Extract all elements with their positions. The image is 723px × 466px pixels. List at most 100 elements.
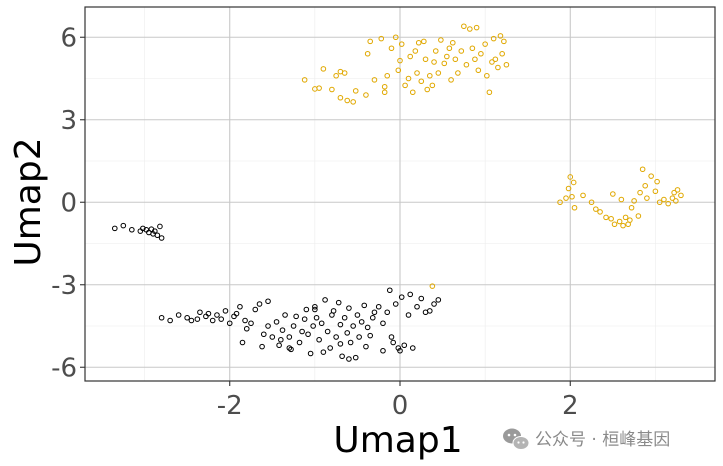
- data-point: [380, 347, 386, 354]
- data-point: [618, 196, 625, 203]
- data-point: [378, 35, 385, 42]
- data-point: [337, 341, 344, 347]
- data-point: [652, 188, 659, 195]
- data-point: [441, 60, 448, 67]
- data-point: [432, 48, 439, 54]
- data-point: [418, 295, 425, 302]
- data-point: [154, 232, 161, 239]
- data-point: [490, 35, 497, 42]
- data-point: [639, 166, 646, 173]
- data-point: [242, 317, 248, 324]
- data-point: [455, 70, 461, 76]
- data-point: [248, 320, 254, 327]
- data-point: [276, 342, 282, 349]
- data-point: [593, 206, 599, 212]
- data-point: [637, 189, 643, 196]
- data-point: [656, 199, 663, 206]
- data-point: [252, 306, 259, 313]
- data-point: [405, 312, 412, 318]
- data-point: [424, 86, 431, 93]
- data-point: [557, 199, 563, 206]
- y-tick-label: -6: [51, 353, 77, 383]
- data-point: [346, 356, 352, 362]
- data-point: [352, 354, 359, 361]
- data-point: [120, 222, 127, 229]
- data-point: [167, 317, 173, 324]
- data-point: [364, 324, 371, 331]
- data-point: [222, 308, 229, 314]
- data-point: [495, 64, 501, 71]
- data-point: [622, 214, 629, 221]
- data-point: [367, 38, 374, 45]
- data-point: [414, 70, 420, 76]
- watermark: 公众号 · 桓峰基因: [503, 428, 670, 450]
- data-point: [303, 306, 310, 313]
- data-point: [661, 196, 667, 203]
- data-point: [320, 349, 327, 355]
- data-point: [405, 75, 412, 82]
- data-point: [446, 45, 453, 52]
- data-point: [184, 314, 190, 321]
- data-point: [388, 45, 395, 52]
- data-point: [312, 306, 318, 313]
- data-point: [449, 39, 456, 46]
- data-point: [350, 323, 356, 329]
- data-point: [335, 299, 342, 306]
- data-point: [279, 327, 286, 333]
- data-point: [426, 308, 433, 314]
- data-point: [429, 283, 436, 289]
- data-point: [269, 334, 276, 340]
- data-point: [381, 83, 388, 90]
- data-point: [627, 217, 633, 223]
- data-point: [194, 316, 201, 322]
- data-point: [567, 174, 574, 180]
- data-point: [205, 310, 212, 317]
- data-point: [501, 38, 507, 45]
- data-point: [414, 303, 420, 310]
- data-point: [384, 309, 391, 316]
- data-point: [273, 319, 280, 325]
- data-point: [260, 331, 267, 338]
- data-point: [478, 50, 484, 57]
- data-point: [565, 185, 572, 192]
- data-points: [111, 23, 684, 362]
- data-point: [674, 187, 681, 193]
- data-point: [438, 37, 444, 43]
- y-tick-label: -3: [51, 271, 77, 301]
- x-tick-label: -2: [217, 391, 243, 421]
- data-point: [327, 345, 333, 351]
- data-point: [418, 78, 425, 85]
- data-point: [278, 336, 284, 343]
- data-point: [265, 323, 271, 329]
- data-point: [472, 56, 478, 63]
- data-point: [616, 218, 623, 225]
- data-point: [392, 34, 399, 41]
- data-point: [214, 312, 220, 318]
- data-point: [482, 41, 488, 47]
- data-point: [597, 209, 603, 215]
- data-point: [463, 61, 470, 68]
- data-point: [111, 225, 118, 232]
- data-point: [473, 24, 480, 31]
- data-point: [402, 82, 408, 89]
- data-point: [384, 72, 391, 79]
- data-point: [642, 182, 648, 189]
- data-point: [571, 204, 578, 211]
- data-point: [358, 319, 365, 325]
- data-point: [392, 301, 399, 307]
- data-point: [129, 226, 135, 233]
- data-point: [318, 320, 325, 327]
- data-point: [422, 56, 429, 63]
- data-point: [412, 48, 419, 54]
- data-point: [333, 72, 339, 79]
- data-point: [367, 332, 374, 339]
- data-point: [381, 89, 388, 96]
- data-point: [344, 97, 351, 104]
- data-point: [344, 330, 351, 336]
- data-point: [158, 235, 165, 241]
- data-point: [312, 303, 318, 310]
- data-point: [497, 33, 504, 39]
- data-point: [435, 297, 442, 303]
- data-point: [307, 350, 314, 357]
- data-point: [324, 328, 331, 335]
